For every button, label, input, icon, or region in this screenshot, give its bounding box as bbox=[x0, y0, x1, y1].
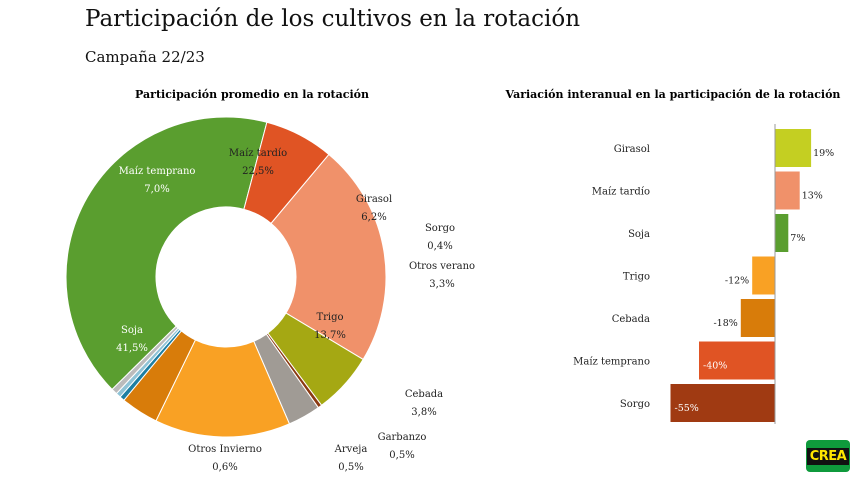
bar-cebada bbox=[740, 299, 775, 337]
pie-value-otros-invierno: 0,6% bbox=[212, 462, 237, 473]
pie-label-garbanzo: Garbanzo bbox=[378, 432, 427, 443]
pie-label-maiz-tardio: Maíz tardío bbox=[229, 148, 287, 159]
pie-label-sorgo: Sorgo bbox=[425, 223, 455, 234]
bar-value-label-cebada: -18% bbox=[713, 318, 737, 329]
pie-slice-maiz-tardio bbox=[270, 153, 387, 361]
bar-value-label-maiz-tardio: 13% bbox=[802, 191, 823, 202]
bar-girasol bbox=[775, 129, 812, 167]
pie-value-garbanzo: 0,5% bbox=[389, 450, 414, 461]
pie-label-trigo: Trigo bbox=[316, 312, 343, 323]
pie-label-girasol: Girasol bbox=[356, 194, 392, 205]
pie-label-arveja: Arveja bbox=[334, 444, 368, 455]
pie-label-cebada: Cebada bbox=[405, 389, 443, 400]
pie-label-otros-verano: Otros verano bbox=[409, 261, 475, 272]
pie-value-sorgo: 0,4% bbox=[427, 241, 452, 252]
bar-value-label-girasol: 19% bbox=[813, 148, 834, 159]
bar-chart: Girasol 19% Maíz tardío 13% Soja 7% Trigo -12% C… bbox=[573, 124, 834, 424]
page-title: Participación de los cultivos en la rota… bbox=[85, 6, 581, 32]
bar-maiz-tardio bbox=[775, 171, 800, 210]
bar-sorgo bbox=[670, 384, 775, 422]
pie-value-soja: 41,5% bbox=[116, 343, 148, 354]
pie-label-maiz-temprano: Maíz temprano bbox=[119, 166, 196, 177]
pie-value-maiz-temprano: 7,0% bbox=[144, 184, 169, 195]
crea-logo: CREA bbox=[806, 440, 850, 472]
page-subtitle: Campaña 22/23 bbox=[85, 48, 205, 66]
bar-category-label-maiz-tardio: Maíz tardío bbox=[592, 187, 650, 198]
pie-value-cebada: 3,8% bbox=[411, 407, 436, 418]
pie-value-arveja: 0,5% bbox=[338, 462, 363, 473]
bar-category-label-cebada: Cebada bbox=[612, 314, 650, 325]
bar-trigo bbox=[752, 256, 775, 295]
pie-chart-title: Participación promedio en la rotación bbox=[135, 88, 369, 101]
pie-value-maiz-tardio: 22,5% bbox=[242, 166, 274, 177]
pie-slice-soja bbox=[65, 116, 268, 391]
pie-label-otros-invierno: Otros Invierno bbox=[188, 444, 262, 455]
bar-value-label-maiz-temprano: -40% bbox=[703, 361, 727, 372]
bar-category-label-soja: Soja bbox=[628, 229, 650, 240]
bar-value-label-soja: 7% bbox=[790, 233, 805, 244]
pie-label-soja: Soja bbox=[121, 325, 143, 336]
bar-value-label-trigo: -12% bbox=[725, 276, 749, 287]
bar-maiz-temprano bbox=[699, 341, 775, 380]
bar-category-label-sorgo: Sorgo bbox=[620, 399, 650, 410]
bar-category-label-trigo: Trigo bbox=[623, 272, 650, 283]
pie-chart: Maíz tardío 22,5% Girasol 6,2% Sorgo 0,4% Otro… bbox=[65, 116, 475, 473]
bar-category-label-girasol: Girasol bbox=[614, 144, 650, 155]
crea-logo-text: CREA bbox=[806, 447, 850, 465]
pie-value-girasol: 6,2% bbox=[361, 212, 386, 223]
bar-category-label-maiz-temprano: Maíz temprano bbox=[573, 357, 650, 368]
bar-chart-title: Variación interanual en la participación… bbox=[505, 88, 841, 101]
pie-value-otros-verano: 3,3% bbox=[429, 279, 454, 290]
bar-soja bbox=[775, 214, 789, 252]
pie-slice-trigo bbox=[155, 339, 291, 438]
pie-slice-maiz-temprano bbox=[243, 121, 330, 225]
bar-value-label-sorgo: -55% bbox=[675, 403, 699, 414]
pie-value-trigo: 13,7% bbox=[314, 330, 346, 341]
